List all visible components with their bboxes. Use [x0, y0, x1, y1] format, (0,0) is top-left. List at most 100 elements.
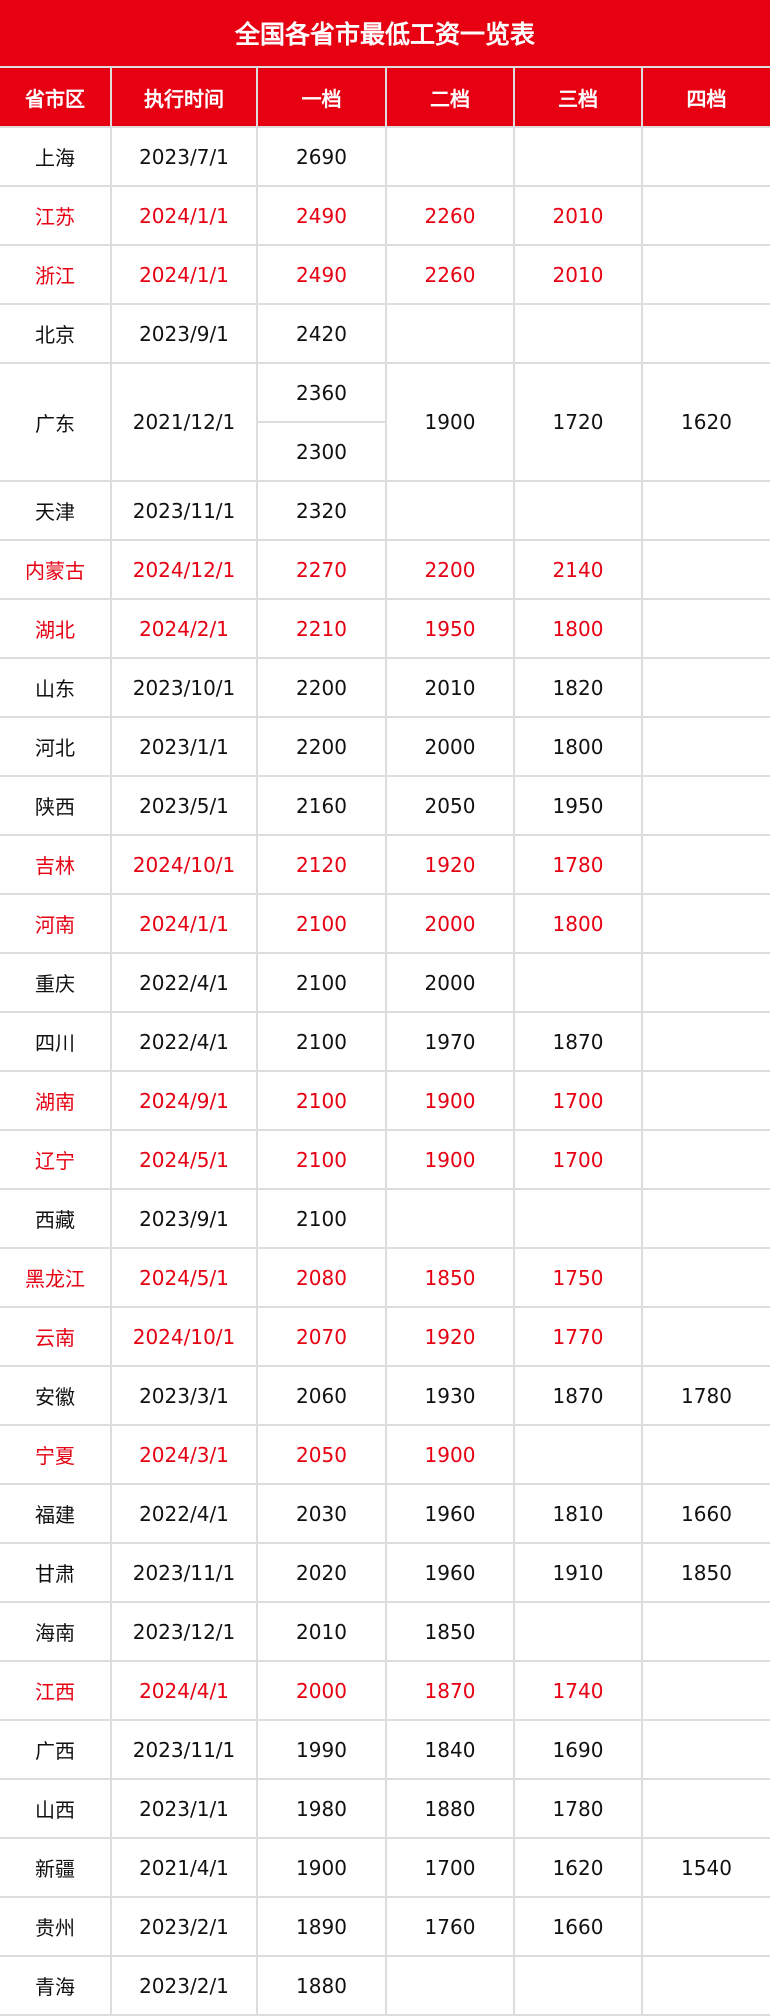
tier-3-cell: 2010: [513, 244, 643, 305]
date-cell: 2023/5/1: [110, 775, 258, 836]
tier-2-cell: 1850: [385, 1601, 515, 1662]
tier-1-cell: 2010: [256, 1601, 387, 1662]
tier-2-cell: 1850: [385, 1247, 515, 1308]
tier-3-cell: 1800: [513, 598, 643, 659]
date-cell: 2024/5/1: [110, 1129, 258, 1190]
table-row: 青海 2023/2/1 1880: [0, 1955, 770, 2016]
tier-2-cell: 1900: [385, 1129, 515, 1190]
tier-2-cell: [385, 126, 515, 187]
table-row: 北京 2023/9/1 2420: [0, 303, 770, 364]
tier-3-cell: 1720: [513, 362, 643, 482]
date-cell: 2023/12/1: [110, 1601, 258, 1662]
date-cell: 2022/4/1: [110, 1483, 258, 1544]
tier-2-cell: 1880: [385, 1778, 515, 1839]
region-cell: 贵州: [0, 1896, 112, 1957]
table-row: 内蒙古 2024/12/1 2270 2200 2140: [0, 539, 770, 600]
tier-3-cell: [513, 126, 643, 187]
column-header-tier-4: 四档: [641, 68, 770, 128]
table-title: 全国各省市最低工资一览表: [0, 0, 770, 68]
tier-4-cell: [641, 893, 770, 954]
tier-2-cell: 2050: [385, 775, 515, 836]
tier-2-cell: 1930: [385, 1365, 515, 1426]
table-row: 吉林 2024/10/1 2120 1920 1780: [0, 834, 770, 895]
tier-3-cell: 1690: [513, 1719, 643, 1780]
region-cell: 河北: [0, 716, 112, 777]
date-cell: 2023/1/1: [110, 716, 258, 777]
column-header-tier-2: 二档: [385, 68, 515, 128]
tier-1-cell: 2070: [256, 1306, 387, 1367]
tier-2-cell: 2000: [385, 952, 515, 1013]
tier-3-cell: 1750: [513, 1247, 643, 1308]
tier-3-cell: 1770: [513, 1306, 643, 1367]
region-cell: 广西: [0, 1719, 112, 1780]
table-row: 江苏 2024/1/1 2490 2260 2010: [0, 185, 770, 246]
table-row: 河北 2023/1/1 2200 2000 1800: [0, 716, 770, 777]
tier-1-cell: 2270: [256, 539, 387, 600]
tier-1-cell: 1880: [256, 1955, 387, 2016]
tier-3-cell: 1870: [513, 1011, 643, 1072]
tier-3-cell: [513, 1188, 643, 1249]
table-row: 陕西 2023/5/1 2160 2050 1950: [0, 775, 770, 836]
tier-2-cell: 1920: [385, 834, 515, 895]
tier-3-cell: 1950: [513, 775, 643, 836]
tier-4-cell: [641, 1070, 770, 1131]
date-cell: 2023/11/1: [110, 1542, 258, 1603]
tier-3-cell: 1910: [513, 1542, 643, 1603]
tier-4-cell: [641, 126, 770, 187]
tier-3-cell: [513, 303, 643, 364]
region-cell: 天津: [0, 480, 112, 541]
tier-1-cell: 2420: [256, 303, 387, 364]
column-header-tier-3: 三档: [513, 68, 643, 128]
tier-3-cell: 2010: [513, 185, 643, 246]
region-cell: 山东: [0, 657, 112, 718]
region-cell: 四川: [0, 1011, 112, 1072]
date-cell: 2024/1/1: [110, 244, 258, 305]
table-row: 湖北 2024/2/1 2210 1950 1800: [0, 598, 770, 659]
tier-3-cell: 1800: [513, 893, 643, 954]
region-cell: 海南: [0, 1601, 112, 1662]
tier-2-cell: 1760: [385, 1896, 515, 1957]
region-cell: 辽宁: [0, 1129, 112, 1190]
region-cell: 福建: [0, 1483, 112, 1544]
region-cell: 陕西: [0, 775, 112, 836]
tier-3-cell: 1800: [513, 716, 643, 777]
region-cell: 内蒙古: [0, 539, 112, 600]
date-cell: 2024/12/1: [110, 539, 258, 600]
region-cell: 安徽: [0, 1365, 112, 1426]
tier-1-cell: 2030: [256, 1483, 387, 1544]
date-cell: 2023/1/1: [110, 1778, 258, 1839]
table-row: 山东 2023/10/1 2200 2010 1820: [0, 657, 770, 718]
tier-2-cell: 2260: [385, 185, 515, 246]
tier-1-cell: 2080: [256, 1247, 387, 1308]
tier-1-cell: 2490: [256, 185, 387, 246]
tier-4-cell: [641, 1011, 770, 1072]
tier-2-cell: 1960: [385, 1483, 515, 1544]
tier-4-cell: [641, 480, 770, 541]
table-row: 江西 2024/4/1 2000 1870 1740: [0, 1660, 770, 1721]
date-cell: 2023/11/1: [110, 1719, 258, 1780]
region-cell: 广东: [0, 362, 112, 482]
date-cell: 2024/9/1: [110, 1070, 258, 1131]
tier-1-cell: 2060: [256, 1365, 387, 1426]
header-row: 省市区 执行时间 一档 二档 三档 四档: [0, 68, 770, 128]
table-row: 浙江 2024/1/1 2490 2260 2010: [0, 244, 770, 305]
tier-3-cell: 1810: [513, 1483, 643, 1544]
tier-4-cell: [641, 1719, 770, 1780]
tier-1-cell: 2210: [256, 598, 387, 659]
tier-3-cell: 1700: [513, 1070, 643, 1131]
tier-4-cell: [641, 1306, 770, 1367]
date-cell: 2022/4/1: [110, 1011, 258, 1072]
table-row-continuation: 2300: [0, 421, 770, 482]
tier-1-cell: 2360: [256, 362, 387, 423]
tier-1-cell: 1900: [256, 1837, 387, 1898]
tier-2-cell: 1950: [385, 598, 515, 659]
date-cell: 2023/10/1: [110, 657, 258, 718]
tier-4-cell: [641, 1955, 770, 2016]
tier-2-cell: 2200: [385, 539, 515, 600]
tier-2-cell: 1970: [385, 1011, 515, 1072]
table-row: 河南 2024/1/1 2100 2000 1800: [0, 893, 770, 954]
tier-3-cell: [513, 1955, 643, 2016]
tier-4-cell: [641, 1188, 770, 1249]
table-row: 贵州 2023/2/1 1890 1760 1660: [0, 1896, 770, 1957]
region-cell: 江苏: [0, 185, 112, 246]
